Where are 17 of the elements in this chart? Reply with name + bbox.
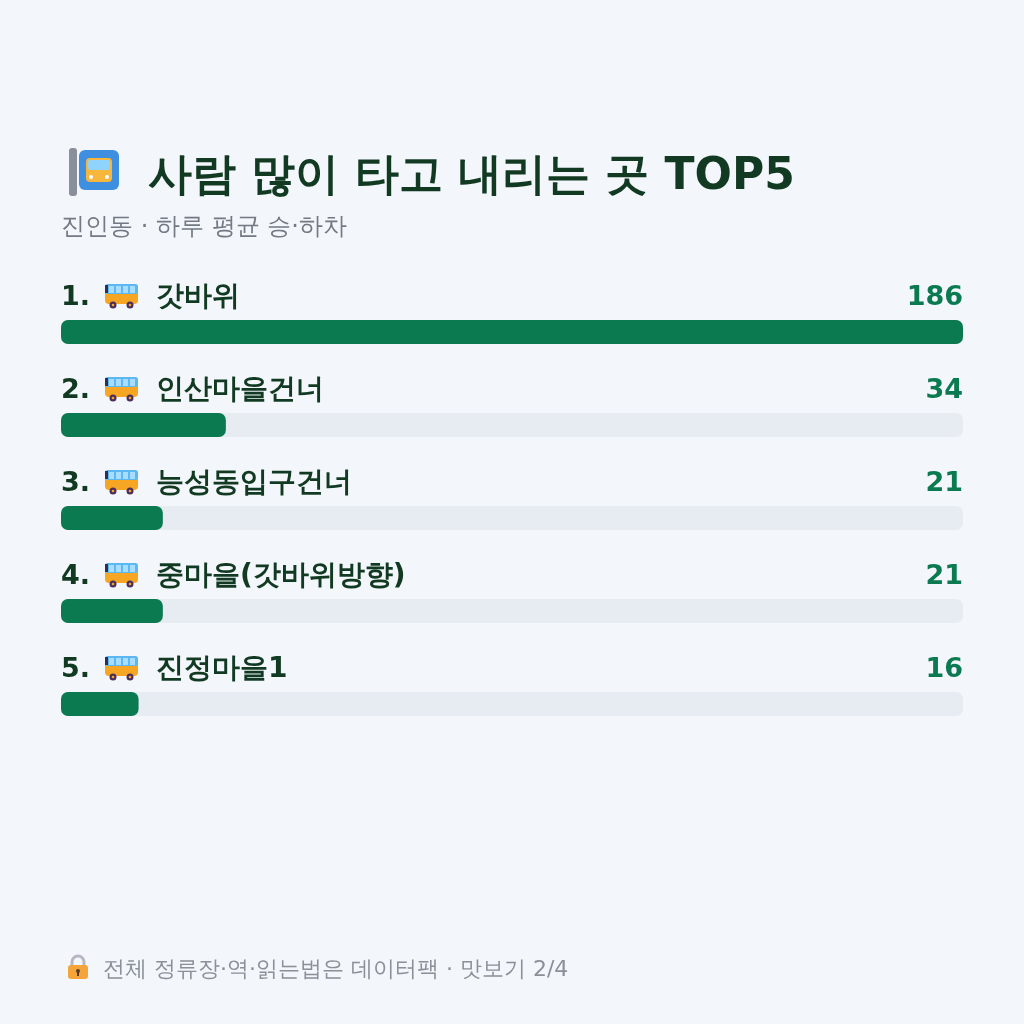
data-label: 21 [925, 559, 963, 590]
data-label: 186 [906, 280, 963, 311]
category-label: 4. 중마을(갓바위방향) [61, 558, 406, 591]
bar [61, 413, 226, 437]
chart-title: 사람 많이 타고 내리는 곳 TOP5 [148, 148, 795, 199]
bar [61, 692, 139, 716]
category-label: 3. 능성동입구건너 [61, 465, 352, 498]
category-label: 5. 진정마을1 [61, 651, 288, 684]
category-label: 2. 인산마을건너 [61, 372, 324, 405]
category-label: 1. 갓바위 [61, 279, 240, 312]
bar [61, 506, 163, 530]
data-label: 16 [925, 652, 963, 683]
data-label: 21 [925, 466, 963, 497]
data-label: 34 [925, 373, 963, 404]
bar [61, 599, 163, 623]
text: 전체 정류장·역·읽는법은 데이터팩 · 맛보기 2/4 [103, 956, 569, 981]
chart-subtitle: 진인동 · 하루 평균 승·하차 [61, 212, 347, 240]
